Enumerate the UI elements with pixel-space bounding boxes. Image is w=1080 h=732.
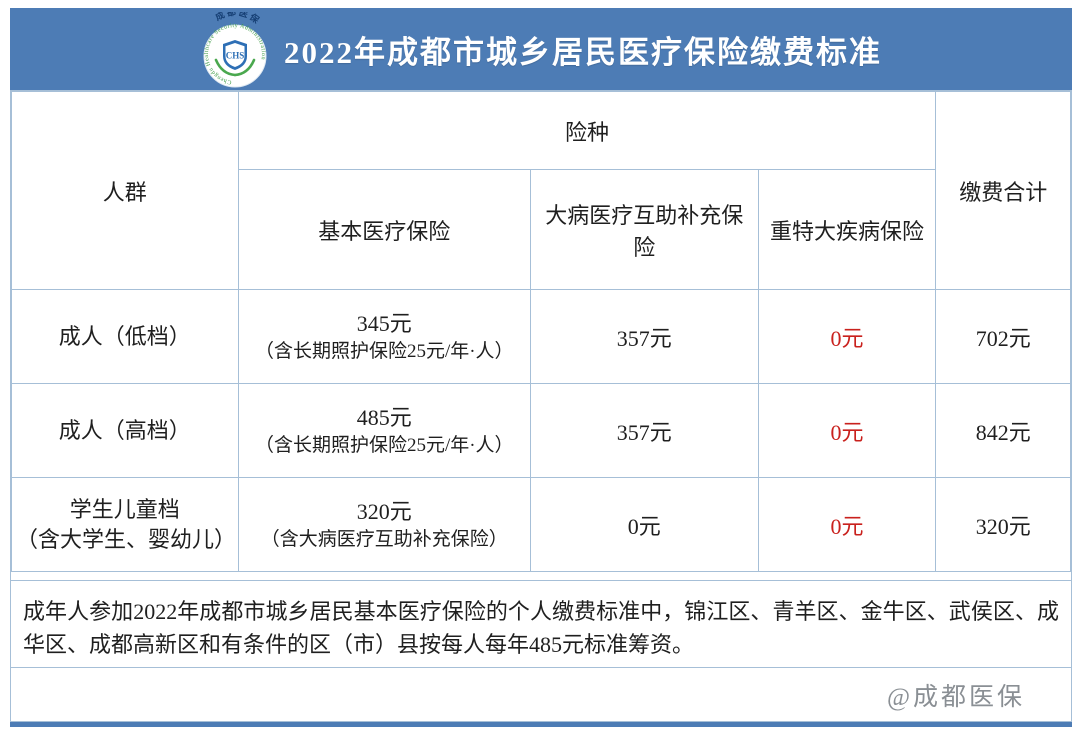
cell-mutual: 357元 — [529, 383, 759, 478]
footnote: 成年人参加2022年成都市城乡居民基本医疗保险的个人缴费标准中，锦江区、青羊区、… — [11, 580, 1071, 667]
fee-table: 人群 险种 缴费合计 基本医疗保险 大病医疗互助补充保险 重特大疾病保险 成人（… — [11, 91, 1071, 572]
cell-major: 0元 — [757, 383, 937, 478]
header-major: 重特大疾病保险 — [757, 169, 937, 290]
poster: 成都医保 Chengdu Healthcare Security Adminis… — [10, 8, 1072, 727]
watermark-text: @成都医保 — [886, 683, 1025, 711]
header-population: 人群 — [11, 91, 239, 290]
cell-major: 0元 — [757, 477, 937, 572]
svg-text:成都医保: 成都医保 — [213, 12, 263, 27]
header: 成都医保 Chengdu Healthcare Security Adminis… — [10, 8, 1072, 90]
table-row-adult-high: 成人（高档） 485元 （含长期照护保险25元/年·人） 357元 0元 842… — [11, 383, 1071, 478]
chengdu-healthcare-logo-icon: 成都医保 Chengdu Healthcare Security Adminis… — [203, 12, 267, 88]
header-mutual: 大病医疗互助补充保险 — [529, 169, 759, 290]
cell-total: 842元 — [935, 383, 1071, 478]
cell-basic: 320元 （含大病医疗互助补充保险） — [237, 477, 531, 572]
cell-basic: 485元 （含长期照护保险25元/年·人） — [237, 383, 531, 478]
page-title: 2022年成都市城乡居民医疗保险缴费标准 — [284, 34, 882, 70]
cell-basic: 345元 （含长期照护保险25元/年·人） — [237, 289, 531, 384]
cell-population: 成人（高档） — [11, 383, 239, 478]
table-row-adult-low: 成人（低档） 345元 （含长期照护保险25元/年·人） 357元 0元 702… — [11, 289, 1071, 384]
cell-mutual: 357元 — [529, 289, 759, 384]
cell-major: 0元 — [757, 289, 937, 384]
svg-text:CHS: CHS — [226, 51, 245, 61]
header-insurance-group: 险种 — [237, 91, 937, 170]
header-basic: 基本医疗保险 — [237, 169, 531, 290]
cell-total: 320元 — [935, 477, 1071, 572]
watermark-strip: @成都医保 — [11, 667, 1071, 721]
divider-gap — [11, 572, 1071, 580]
header-total: 缴费合计 — [935, 91, 1071, 290]
table-row-students: 学生儿童档 （含大学生、婴幼儿） 320元 （含大病医疗互助补充保险） 0元 0… — [11, 477, 1071, 572]
content-card: 人群 险种 缴费合计 基本医疗保险 大病医疗互助补充保险 重特大疾病保险 成人（… — [10, 90, 1072, 722]
cell-population: 学生儿童档 （含大学生、婴幼儿） — [11, 477, 239, 572]
cell-population: 成人（低档） — [11, 289, 239, 384]
cell-total: 702元 — [935, 289, 1071, 384]
cell-mutual: 0元 — [529, 477, 759, 572]
